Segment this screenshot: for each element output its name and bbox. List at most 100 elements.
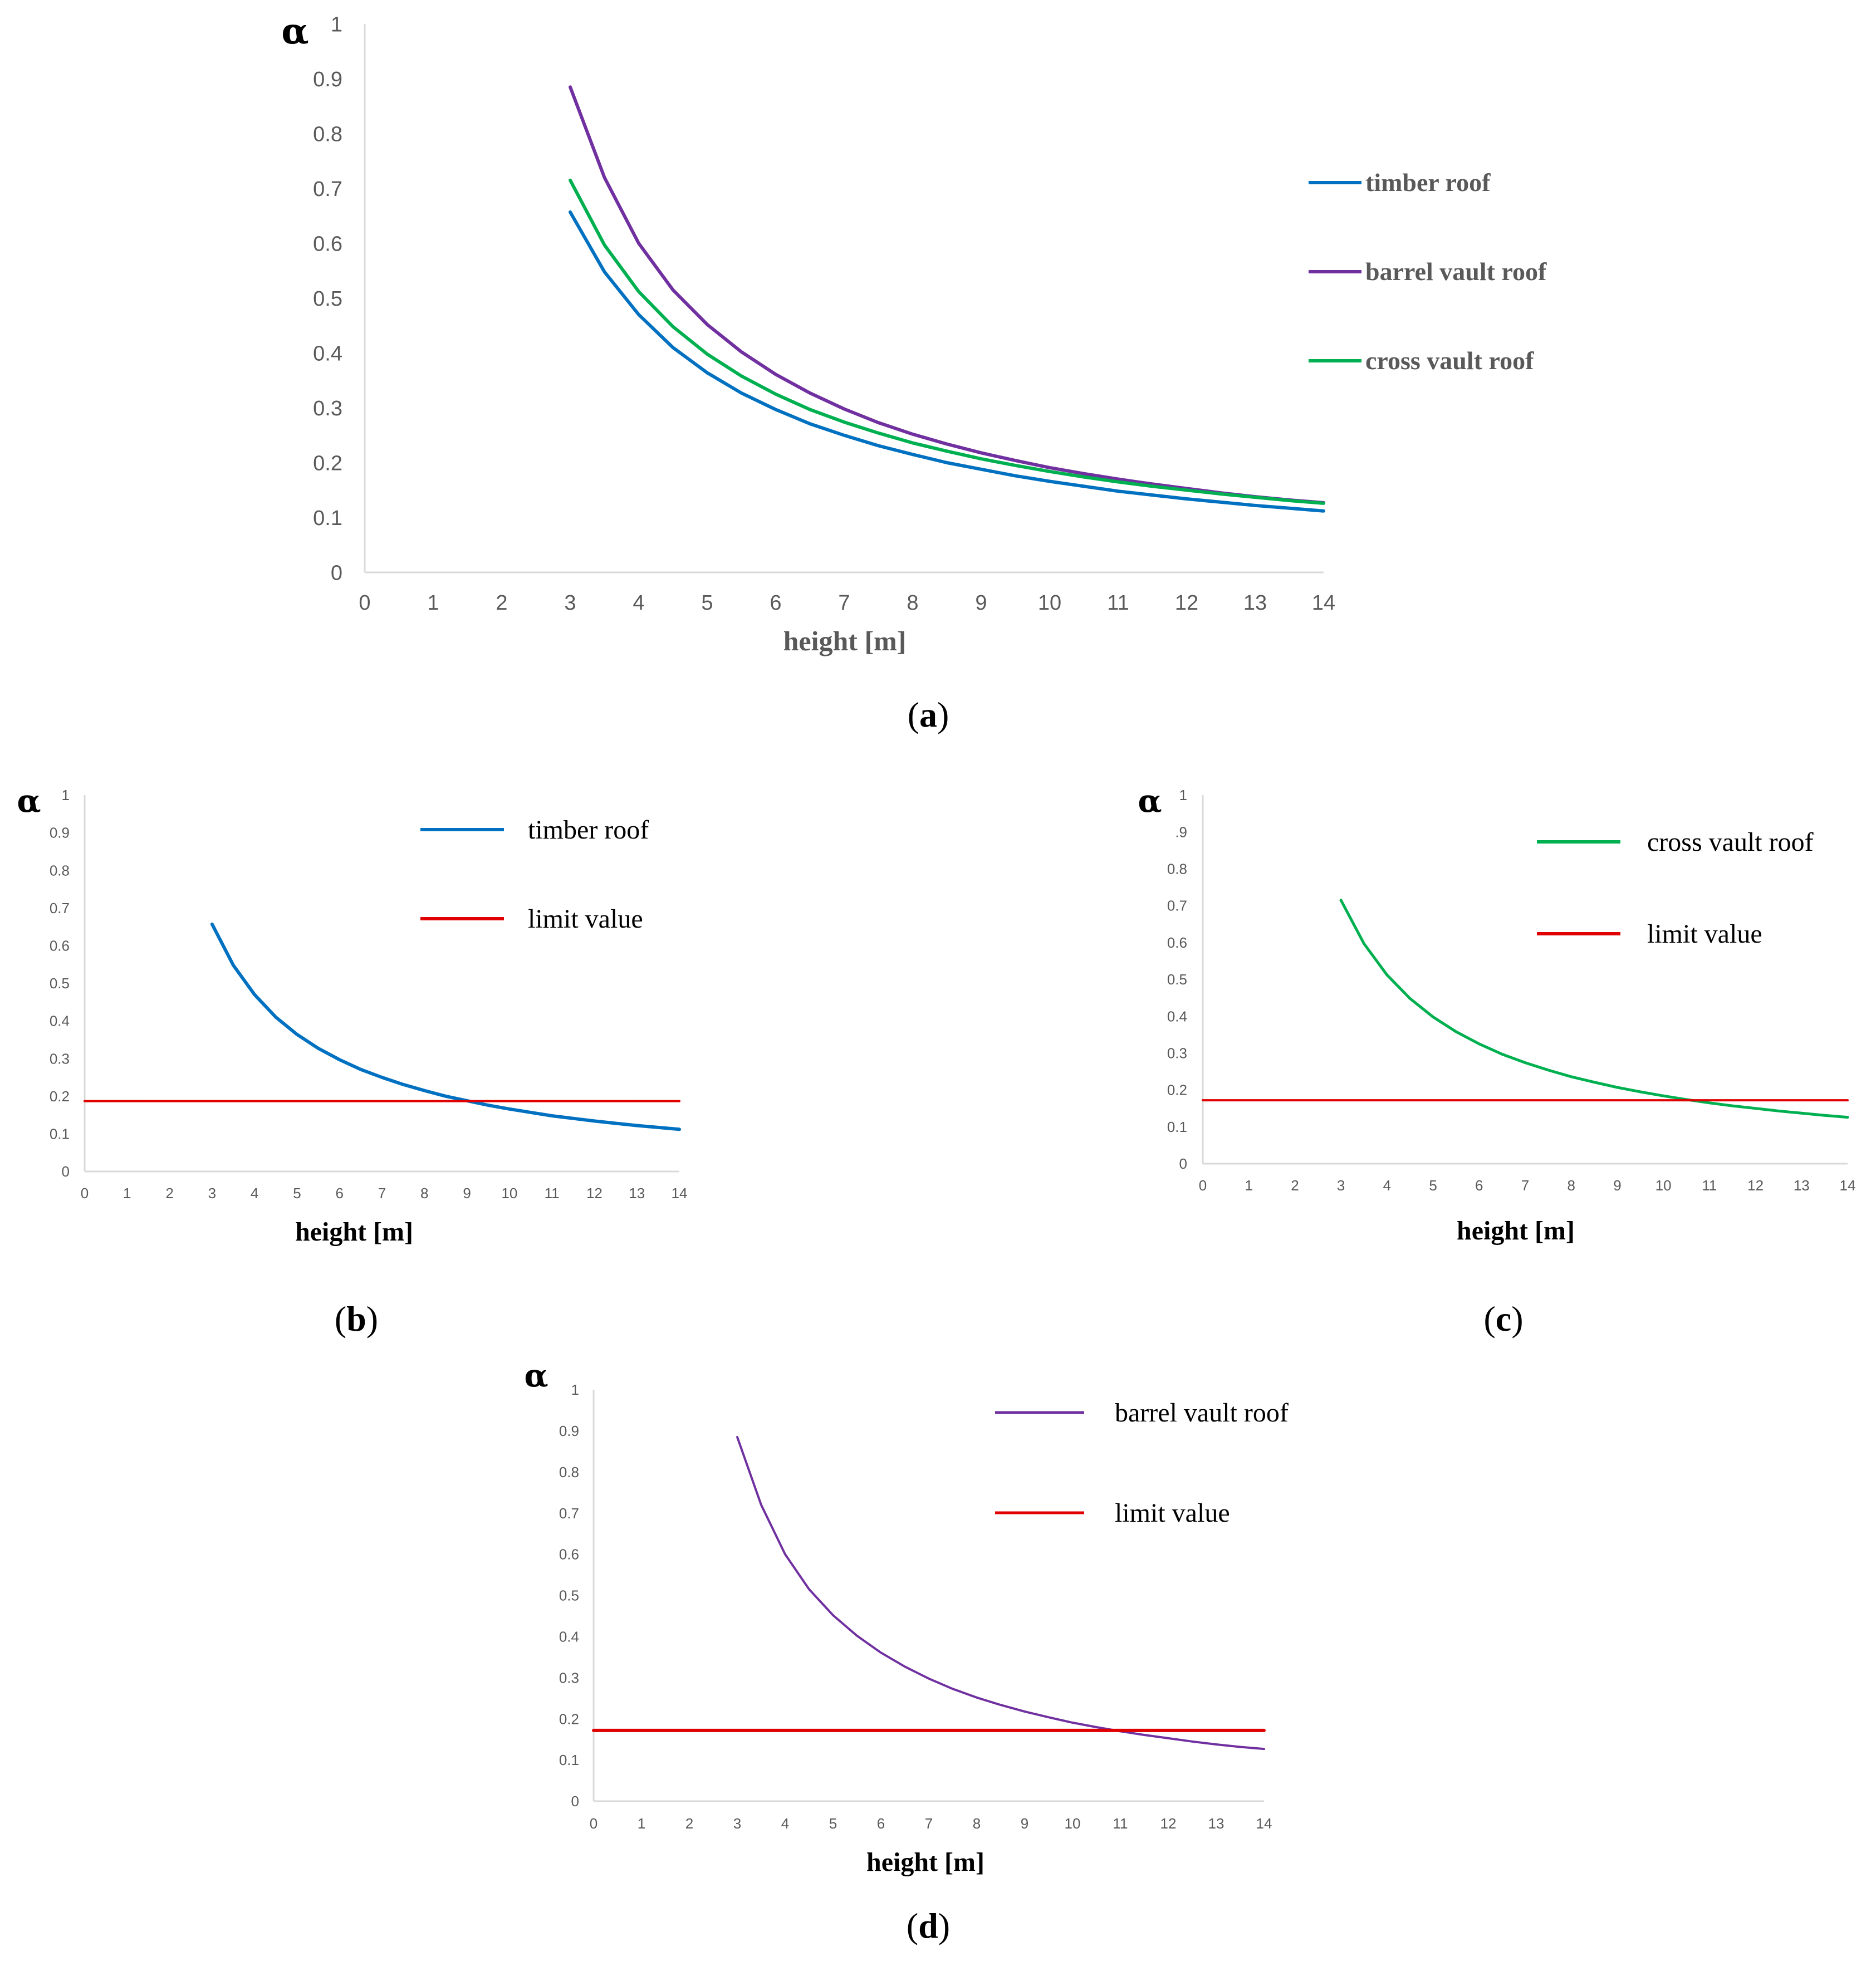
x-tick-label: 0 [1199,1177,1207,1194]
x-axis-title: height [m] [295,1217,413,1247]
y-tick-label: 0.8 [1167,861,1187,877]
x-tick-label: 13 [1243,591,1267,615]
x-tick-label: 14 [672,1185,688,1202]
caption-paren-close: ) [366,1299,378,1339]
x-tick-label: 3 [1337,1177,1345,1194]
y-tick-label: 0.3 [559,1669,579,1686]
x-tick-label: 3 [564,591,576,615]
caption-paren-open: ( [335,1299,346,1339]
y-tick-label: 1 [331,13,342,36]
x-tick-label: 4 [781,1815,789,1832]
series-line-timber-roof [210,922,681,1131]
y-tick-label: 0 [571,1793,579,1810]
y-tick-label: 0.4 [50,1013,70,1029]
y-tick-label: 0 [62,1163,70,1180]
x-tick-label: 1 [427,591,439,615]
y-axis-title: α [1138,783,1162,820]
y-tick-label: 0 [1179,1155,1187,1172]
y-tick-label: 1 [571,1381,579,1398]
y-tick-label: 0.5 [1167,971,1187,988]
y-tick-label: 0.6 [559,1546,579,1563]
caption-letter: d [918,1906,938,1945]
x-tick-label: 13 [1208,1815,1224,1832]
x-tick-label: 12 [586,1185,603,1202]
x-tick-label: 14 [1840,1177,1856,1194]
y-tick-label: 0.6 [313,232,342,256]
x-tick-label: 8 [907,591,918,615]
caption-letter: c [1496,1299,1511,1339]
y-tick-label: 0.2 [313,452,342,475]
y-tick-label: 0.3 [50,1050,70,1067]
x-tick-label: 10 [501,1185,517,1202]
x-tick-label: 5 [293,1185,301,1202]
y-tick-label: 0.8 [50,862,70,879]
caption-letter: b [346,1299,366,1339]
caption-paren-open: ( [1483,1299,1495,1339]
x-tick-label: 2 [685,1815,693,1832]
y-tick-label: 0.5 [313,287,342,311]
x-axis-title: height [m] [1457,1216,1575,1246]
y-tick-label: 0.3 [1167,1045,1187,1062]
y-tick-label: 0.5 [559,1587,579,1604]
y-tick-label: 0.5 [50,975,70,992]
x-tick-label: 8 [1567,1177,1575,1194]
y-tick-label: 0.6 [50,938,70,954]
y-axis-title: α [281,11,308,52]
series-line-cross-vault-roof [1339,899,1849,1119]
y-tick-label: 0.9 [50,825,70,841]
x-tick-label: 10 [1655,1177,1672,1194]
y-tick-label: 0.7 [313,178,342,201]
x-tick-label: 7 [1521,1177,1529,1194]
x-tick-label: 9 [1613,1177,1621,1194]
y-tick-label: 0.1 [313,507,342,530]
series-line-cross-vault-roof [569,178,1325,505]
x-tick-label: 9 [1021,1815,1028,1832]
caption-paren-close: ) [938,1906,950,1945]
y-tick-label: 0.1 [50,1126,70,1143]
y-tick-label: 0.4 [313,342,342,365]
x-tick-label: 3 [208,1185,216,1202]
caption-paren-close: ) [937,695,949,734]
legend-label: timber roof [528,815,649,845]
legend-label: limit value [1115,1498,1230,1528]
panel-caption: (a) [908,695,949,734]
x-tick-label: 7 [378,1185,386,1202]
chart-b: 00.10.20.30.40.50.60.70.80.910 1 2 3 4 5 6 7 8 9 1… [17,783,687,1339]
x-tick-label: 6 [1475,1177,1483,1194]
x-tick-label: 11 [1107,591,1129,615]
chart-c: 00.10.20.30.40.50.60.70.8.910 1 2 3 4 5 6 7 8 9 10… [1138,783,1855,1339]
x-tick-label: 10 [1038,591,1061,615]
panel-caption: (b) [335,1299,378,1339]
legend-label: barrel vault roof [1365,257,1547,286]
x-tick-label: 10 [1065,1815,1081,1832]
x-tick-label: 9 [463,1185,471,1202]
y-tick-label: 0.2 [50,1088,70,1105]
x-tick-label: 13 [1794,1177,1810,1194]
x-axis-title: height [m] [866,1847,984,1877]
x-tick-label: 5 [1429,1177,1437,1194]
panel-caption: (c) [1483,1299,1523,1339]
y-tick-label: 0.1 [559,1752,579,1768]
y-tick-label: 0.8 [313,122,342,146]
y-tick-label: 0.9 [559,1423,579,1439]
x-tick-label: 4 [251,1185,258,1202]
y-tick-label: 0.2 [1167,1082,1187,1099]
x-tick-label: 6 [335,1185,343,1202]
y-tick-label: 0.7 [1167,898,1187,914]
x-tick-label: 1 [123,1185,131,1202]
x-tick-label: 0 [590,1815,597,1832]
x-tick-label: 1 [1245,1177,1252,1194]
legend-label: timber roof [1365,168,1491,197]
x-tick-label: 11 [1702,1177,1717,1194]
series-line-barrel-vault-roof [569,85,1325,504]
x-tick-label: 5 [829,1815,837,1832]
chart-d: 00.10.20.30.40.50.60.70.80.910 1 2 3 4 5 6 7 8 9 1… [524,1357,1288,1945]
x-tick-label: 2 [1291,1177,1299,1194]
x-tick-label: 11 [545,1185,560,1202]
x-tick-label: 2 [165,1185,173,1202]
x-tick-label: 2 [496,591,507,615]
x-tick-label: 12 [1175,591,1198,615]
x-tick-label: 14 [1312,591,1335,615]
caption-letter: a [919,695,937,734]
